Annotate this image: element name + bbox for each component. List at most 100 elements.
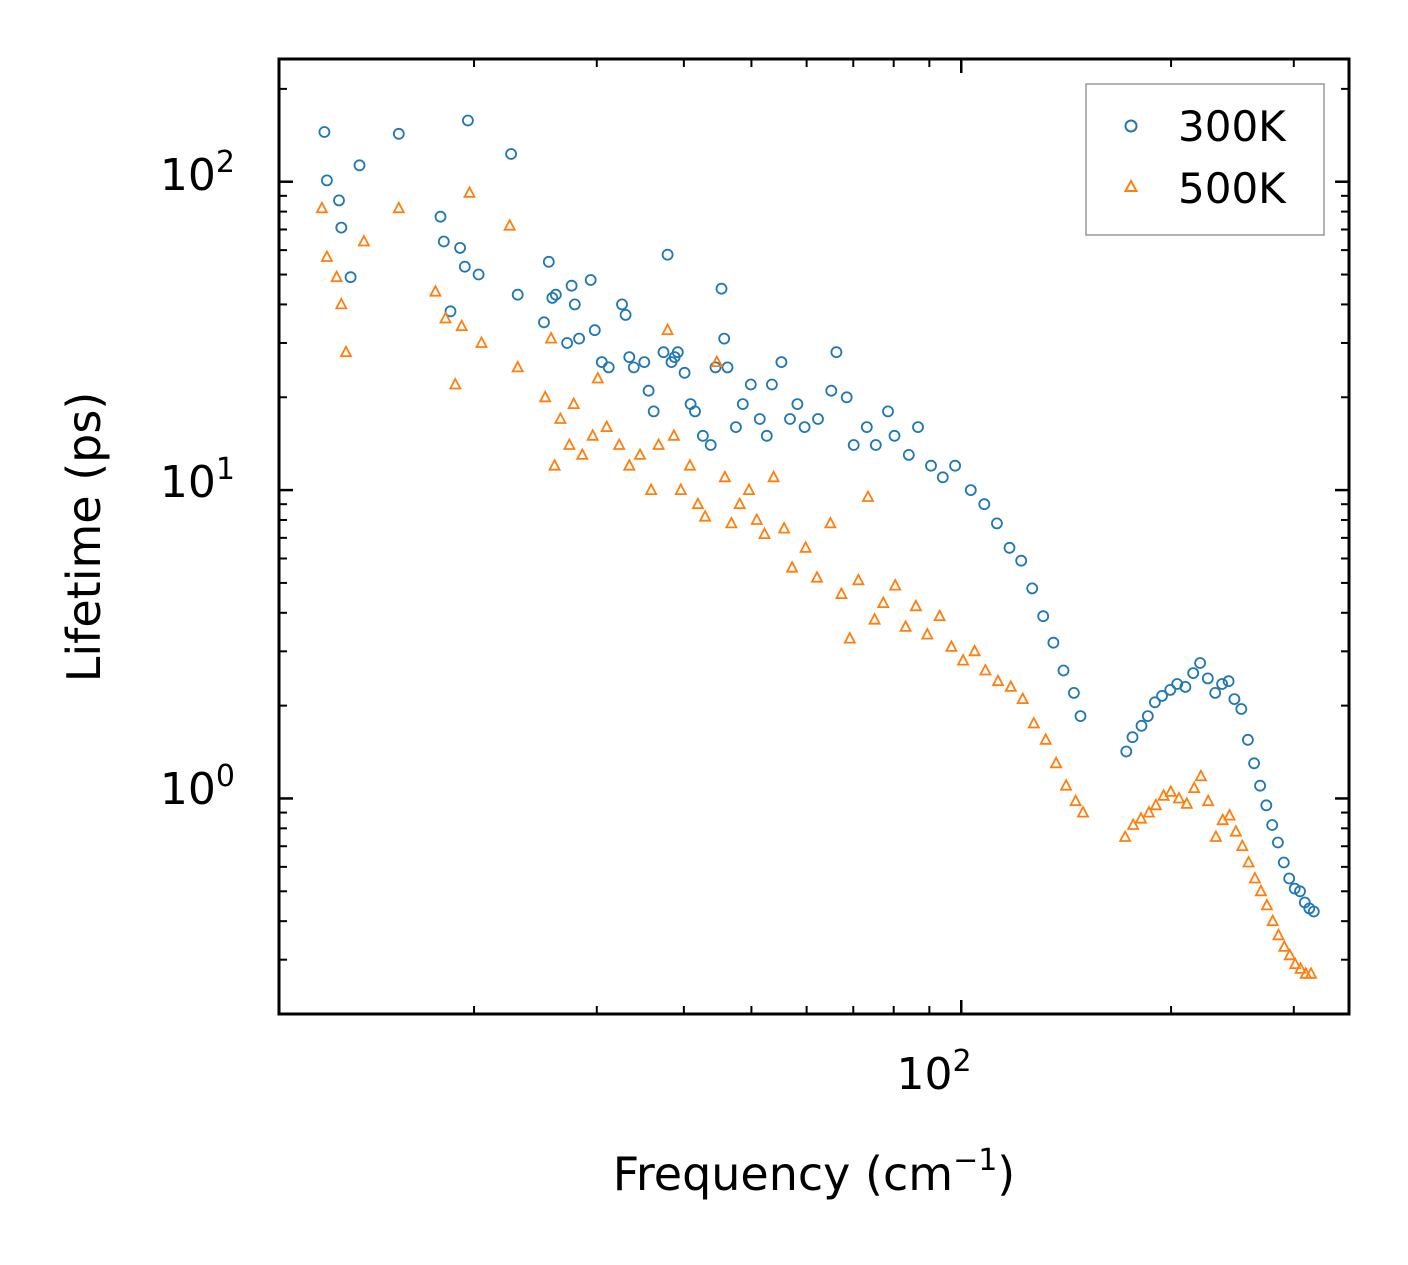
data-point-300k xyxy=(1260,799,1273,812)
data-point-300k xyxy=(584,274,597,286)
data-point-300k xyxy=(978,498,991,511)
data-point-300k xyxy=(1248,757,1260,770)
data-point-300k xyxy=(964,484,977,497)
data-point-300k xyxy=(1283,872,1296,885)
data-point-300k xyxy=(1242,733,1254,746)
data-point-500k xyxy=(785,560,799,573)
data-point-500k xyxy=(448,377,462,390)
data-point-300k xyxy=(1254,779,1266,792)
legend: 300K 500K xyxy=(1085,83,1325,236)
data-point-300k xyxy=(902,448,915,461)
series-300k xyxy=(318,114,1320,918)
data-point-500k xyxy=(511,359,525,373)
data-point-300k xyxy=(1149,696,1161,709)
data-point-300k xyxy=(775,356,788,369)
data-point-300k xyxy=(798,421,811,434)
data-point-300k xyxy=(791,398,804,411)
data-point-500k xyxy=(475,335,488,348)
data-point-500k xyxy=(909,598,923,612)
data-point-500k xyxy=(1126,817,1140,830)
legend-label-500k: 500K xyxy=(1178,164,1287,213)
data-point-300k xyxy=(912,421,924,434)
data-point-300k xyxy=(1156,690,1168,702)
data-point-500k xyxy=(1027,716,1041,729)
legend-marker-500k xyxy=(1123,178,1139,192)
data-point-500k xyxy=(1254,883,1268,897)
data-point-500k xyxy=(1076,805,1090,818)
data-point-300k xyxy=(1003,541,1016,554)
data-point-500k xyxy=(591,371,605,384)
data-point-500k xyxy=(1277,939,1291,952)
data-point-300k xyxy=(511,288,524,301)
data-point-500k xyxy=(667,428,681,441)
data-point-300k xyxy=(784,413,796,425)
data-point-300k xyxy=(661,248,674,261)
data-point-500k xyxy=(742,482,756,496)
data-point-500k xyxy=(899,619,913,632)
data-point-500k xyxy=(1272,927,1285,941)
data-point-300k xyxy=(1294,885,1306,898)
data-point-300k xyxy=(353,159,366,172)
data-point-500k xyxy=(1248,871,1262,884)
data-point-300k xyxy=(1047,636,1060,649)
data-point-500k xyxy=(758,526,771,539)
data-point-500k xyxy=(876,595,890,608)
data-point-300k xyxy=(1074,710,1087,722)
data-point-500k xyxy=(562,437,576,450)
data-point-300k xyxy=(812,413,824,425)
data-point-500k xyxy=(710,354,724,368)
data-point-500k xyxy=(1149,797,1163,811)
data-point-300k xyxy=(568,298,581,311)
data-point-300k xyxy=(1266,819,1279,831)
data-point-500k xyxy=(1260,897,1274,911)
data-point-300k xyxy=(744,378,757,391)
y-tick-label-1: 100 xyxy=(160,759,235,815)
data-point-500k xyxy=(315,200,329,214)
data-point-300k xyxy=(546,291,559,304)
data-point-500k xyxy=(933,608,947,622)
data-point-300k xyxy=(549,288,562,301)
data-point-300k xyxy=(730,421,742,434)
data-point-500k xyxy=(1209,829,1223,842)
data-point-500k xyxy=(357,234,371,247)
data-point-500k xyxy=(718,469,732,483)
data-point-300k xyxy=(458,260,471,273)
data-point-500k xyxy=(1039,732,1053,745)
data-point-300k xyxy=(619,308,632,321)
data-point-300k xyxy=(840,391,853,404)
data-point-300k xyxy=(697,429,709,442)
data-point-500k xyxy=(1235,838,1249,852)
data-point-300k xyxy=(434,210,447,223)
data-point-300k xyxy=(657,346,670,359)
data-point-300k xyxy=(830,346,843,359)
data-point-500k xyxy=(463,185,476,198)
data-point-500k xyxy=(330,269,344,283)
data-point-500k xyxy=(644,482,658,496)
data-point-500k xyxy=(674,482,688,496)
data-point-500k xyxy=(823,515,837,529)
y-tick-label-100: 102 xyxy=(160,145,235,201)
data-point-300k xyxy=(825,384,838,397)
data-point-300k xyxy=(472,268,485,281)
data-point-500k xyxy=(392,200,406,214)
data-point-500k xyxy=(888,578,902,591)
data-point-500k xyxy=(991,673,1005,687)
data-point-500k xyxy=(1229,824,1243,837)
data-point-500k xyxy=(1187,780,1201,794)
data-point-500k xyxy=(544,331,558,344)
data-point-300k xyxy=(1277,856,1290,869)
data-point-300k xyxy=(869,439,882,451)
data-point-300k xyxy=(991,517,1003,530)
data-point-300k xyxy=(1228,693,1241,705)
data-point-500k xyxy=(586,428,600,441)
data-point-300k xyxy=(505,148,518,160)
data-point-500k xyxy=(1172,791,1186,804)
data-point-500k xyxy=(538,389,552,403)
data-point-500k xyxy=(724,515,738,529)
data-point-500k xyxy=(1223,808,1236,821)
data-point-500k xyxy=(1283,947,1297,961)
data-point-300k xyxy=(1120,745,1133,758)
data-point-500k xyxy=(428,284,442,297)
data-point-500k xyxy=(503,218,517,231)
data-point-500k xyxy=(810,570,824,583)
